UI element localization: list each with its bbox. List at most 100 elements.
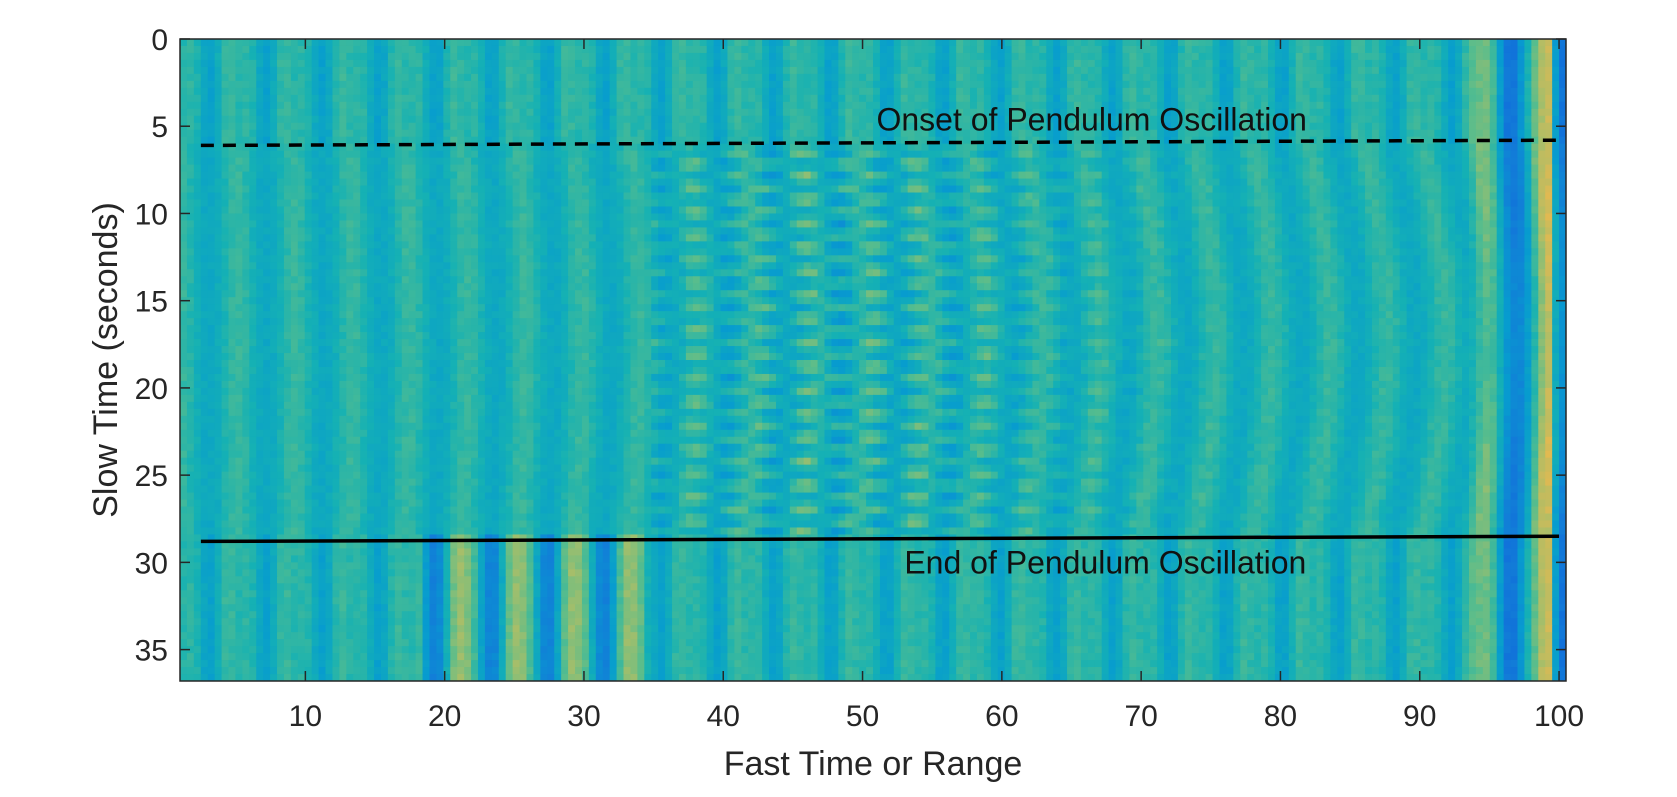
heatmap-cell xyxy=(803,80,812,89)
heatmap-cell xyxy=(692,66,701,75)
heatmap-cell xyxy=(699,164,708,173)
heatmap-cell xyxy=(1420,52,1428,61)
heatmap-cell xyxy=(519,157,528,166)
heatmap-cell xyxy=(374,52,382,61)
heatmap-cell xyxy=(457,122,465,131)
heatmap-cell xyxy=(935,101,943,110)
heatmap-cell xyxy=(1053,101,1061,110)
heatmap-cell xyxy=(1011,199,1020,208)
heatmap-cell xyxy=(339,80,347,89)
heatmap-cell xyxy=(249,185,257,194)
heatmap-cell xyxy=(1337,178,1345,187)
heatmap-cell xyxy=(1191,52,1200,61)
heatmap-cell xyxy=(491,45,500,54)
heatmap-cell xyxy=(789,66,798,75)
heatmap-cell xyxy=(1448,129,1456,138)
heatmap-cell xyxy=(602,136,611,145)
heatmap-cell xyxy=(1073,108,1082,117)
heatmap-cell xyxy=(935,206,943,215)
heatmap-cell xyxy=(651,39,659,47)
heatmap-cell xyxy=(1295,192,1304,201)
heatmap-cell xyxy=(665,178,673,187)
heatmap-cell xyxy=(1233,94,1241,103)
heatmap-cell xyxy=(1302,59,1311,68)
heatmap-cell xyxy=(817,115,826,124)
heatmap-cell xyxy=(1330,157,1338,166)
heatmap-cell xyxy=(304,178,313,187)
heatmap-cell xyxy=(374,171,382,180)
heatmap-cell xyxy=(1365,122,1373,131)
heatmap-cell xyxy=(1281,171,1290,180)
heatmap-cell xyxy=(249,108,257,117)
heatmap-cell xyxy=(1524,101,1532,110)
heatmap-cell xyxy=(1073,59,1082,68)
heatmap-cell xyxy=(678,206,687,215)
heatmap-cell xyxy=(1198,80,1207,89)
heatmap-cell xyxy=(1184,87,1193,96)
heatmap-cell xyxy=(1468,115,1477,124)
heatmap-cell xyxy=(533,122,541,131)
heatmap-cell xyxy=(464,52,472,61)
heatmap-cell xyxy=(1344,178,1352,187)
heatmap-cell xyxy=(380,66,389,75)
heatmap-cell xyxy=(699,199,708,208)
heatmap-cell xyxy=(457,171,465,180)
heatmap-cell xyxy=(1559,108,1566,117)
heatmap-cell xyxy=(1288,136,1297,145)
heatmap-cell xyxy=(935,115,943,124)
heatmap-cell xyxy=(976,108,985,117)
heatmap-cell xyxy=(796,143,805,152)
heatmap-cell xyxy=(1247,122,1255,131)
heatmap-cell xyxy=(207,178,216,187)
heatmap-cell xyxy=(1226,164,1234,173)
heatmap-cell xyxy=(443,122,451,131)
heatmap-cell xyxy=(1448,178,1456,187)
heatmap-cell xyxy=(1143,143,1151,152)
heatmap-cell xyxy=(706,178,715,187)
heatmap-cell xyxy=(1177,157,1186,166)
heatmap-cell xyxy=(1482,108,1491,117)
heatmap-cell xyxy=(970,115,978,124)
heatmap-cell xyxy=(1039,115,1047,124)
heatmap-cell xyxy=(616,94,625,103)
heatmap-cell xyxy=(678,185,687,194)
heatmap-cell xyxy=(214,171,223,180)
heatmap-cell xyxy=(983,80,992,89)
heatmap-cell xyxy=(803,59,812,68)
heatmap-cell xyxy=(581,157,590,166)
heatmap-cell xyxy=(1378,73,1387,82)
heatmap-cell xyxy=(228,178,237,187)
heatmap-cell xyxy=(720,101,729,110)
heatmap-cell xyxy=(1164,73,1172,82)
heatmap-cell xyxy=(1351,157,1359,166)
heatmap-cell xyxy=(429,129,438,138)
heatmap-cell xyxy=(1143,73,1151,82)
heatmap-cell xyxy=(297,129,306,138)
heatmap-cell xyxy=(900,80,909,89)
heatmap-cell xyxy=(1115,101,1124,110)
heatmap-cell xyxy=(249,199,257,208)
heatmap-cell xyxy=(464,199,472,208)
heatmap-cell xyxy=(1143,45,1151,54)
heatmap-cell xyxy=(193,178,202,187)
heatmap-cell xyxy=(900,122,909,131)
heatmap-cell xyxy=(304,157,313,166)
heatmap-cell xyxy=(491,136,500,145)
heatmap-cell xyxy=(540,171,548,180)
heatmap-cell xyxy=(755,52,763,61)
heatmap-cell xyxy=(207,192,216,201)
heatmap-cell xyxy=(1385,122,1394,131)
heatmap-cell xyxy=(1468,185,1477,194)
heatmap-cell xyxy=(782,178,791,187)
heatmap-cell xyxy=(221,59,230,68)
heatmap-cell xyxy=(242,164,250,173)
heatmap-cell xyxy=(1191,143,1200,152)
heatmap-cell xyxy=(387,143,396,152)
heatmap-cell xyxy=(519,206,528,215)
heatmap-cell xyxy=(1330,66,1338,75)
heatmap-cell xyxy=(949,73,957,82)
heatmap-cell xyxy=(401,45,410,54)
heatmap-cell xyxy=(748,199,756,208)
heatmap-cell xyxy=(1184,192,1193,201)
heatmap-cell xyxy=(346,171,354,180)
